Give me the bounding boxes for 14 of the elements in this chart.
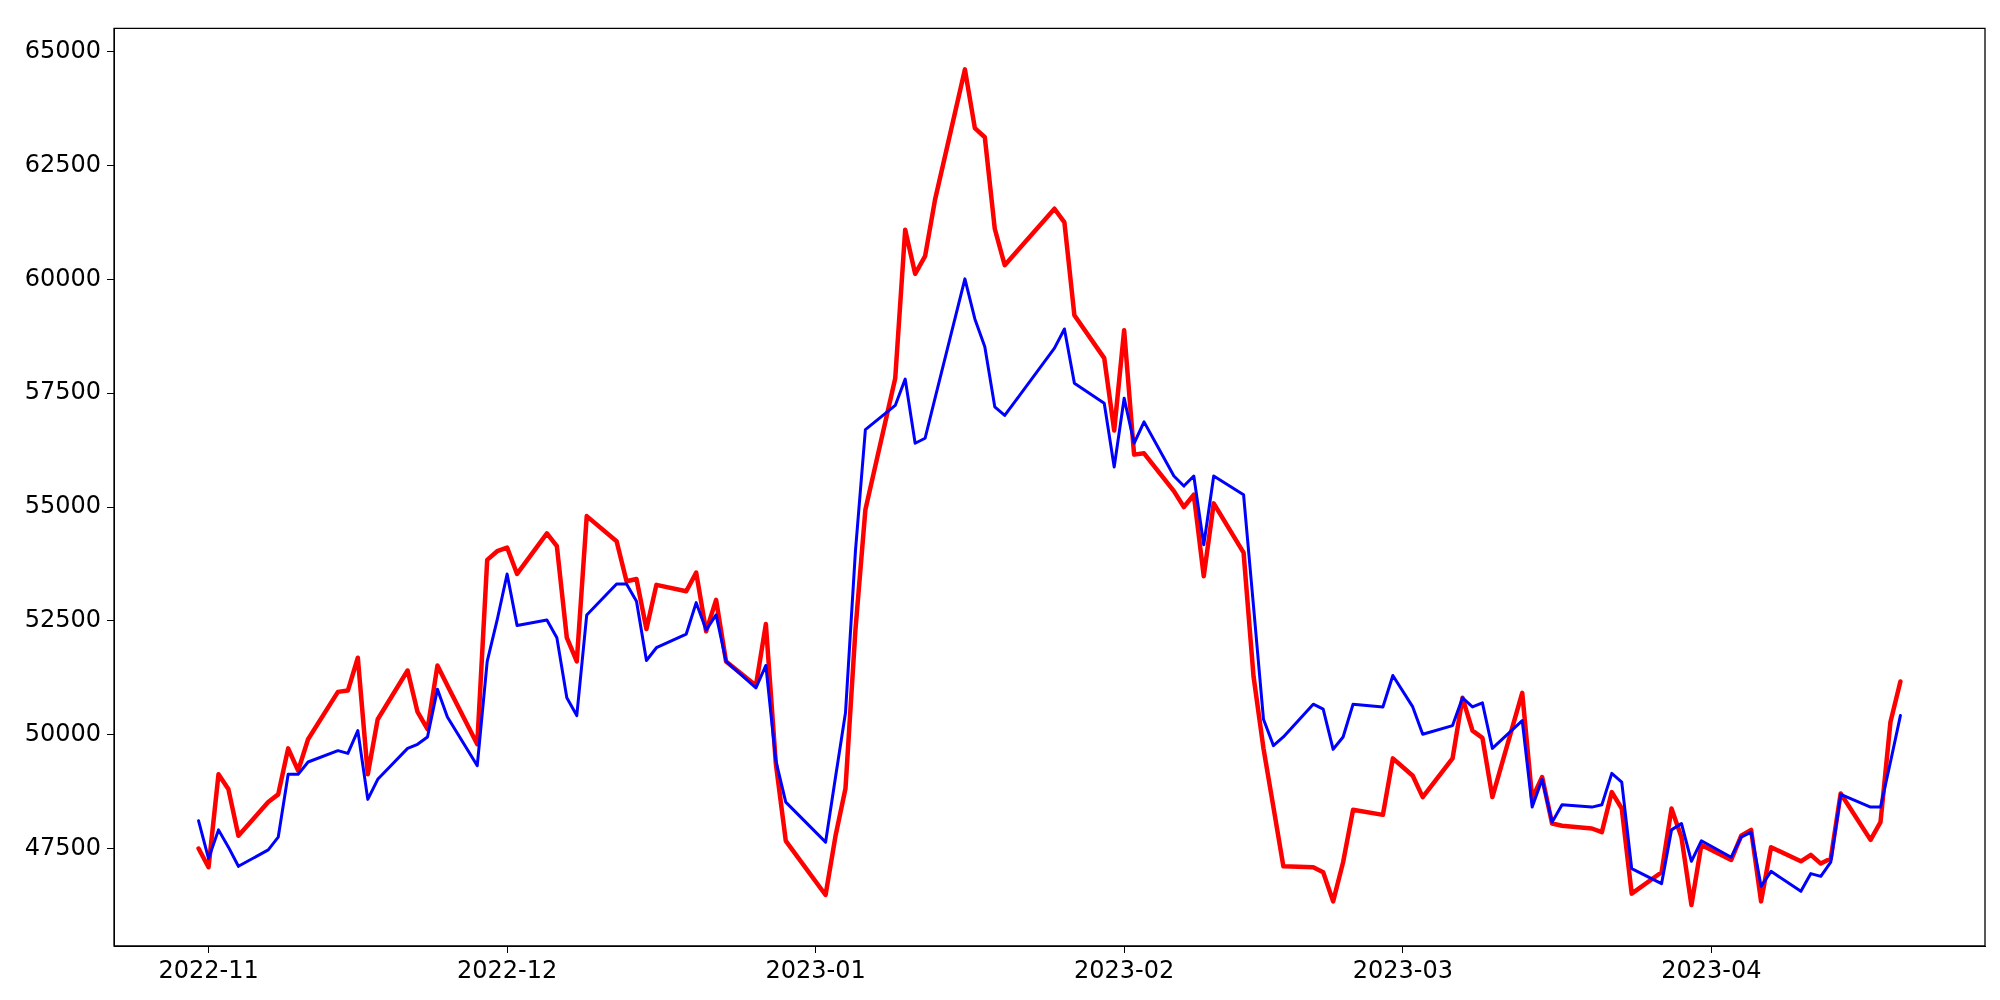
x-tick-label: 2023-03 [1352, 955, 1453, 984]
y-tick-label: 62500 [24, 149, 101, 178]
x-tick-label: 2023-02 [1074, 955, 1175, 984]
y-tick-label: 65000 [24, 35, 101, 64]
y-tick-label: 50000 [24, 718, 101, 747]
y-tick-label: 55000 [24, 491, 101, 520]
x-tick-label: 2022-11 [158, 955, 259, 984]
y-tick-label: 47500 [24, 832, 101, 861]
y-tick-label: 52500 [24, 605, 101, 634]
y-tick-label: 57500 [24, 377, 101, 406]
x-tick-label: 2023-04 [1661, 955, 1762, 984]
y-tick-label: 60000 [24, 263, 101, 292]
x-tick-label: 2022-12 [456, 955, 558, 984]
x-tick-label: 2023-01 [765, 955, 866, 984]
